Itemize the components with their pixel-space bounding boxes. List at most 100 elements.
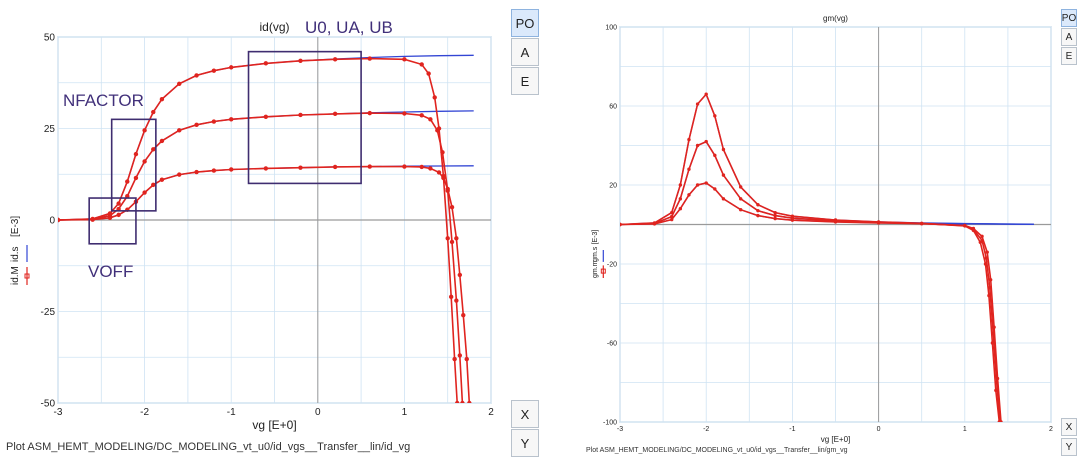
y-axis-button[interactable]: Y	[511, 429, 539, 457]
point-id.M	[194, 122, 199, 128]
point-gm.m	[985, 250, 989, 254]
point-id.M	[229, 117, 234, 122]
point-id.M	[457, 353, 463, 358]
x-tick-label: -3	[54, 407, 63, 418]
point-id.M	[177, 128, 182, 133]
series-gm.m-curve-0	[620, 182, 1002, 422]
point-id.M	[229, 65, 234, 70]
y-legend-unit: [E-3]	[10, 216, 21, 237]
point-id.M	[455, 400, 460, 403]
point-gm.m	[687, 193, 691, 197]
point-id.M	[461, 312, 466, 318]
y-tick-label: -100	[603, 419, 617, 426]
x-tick-label: -2	[140, 407, 149, 418]
series-gm.m-curve-2	[620, 92, 1001, 422]
y-axis-button-right[interactable]: Y	[1061, 438, 1077, 456]
e-button[interactable]: E	[511, 67, 539, 95]
a-button-right[interactable]: A	[1061, 28, 1077, 46]
point-gm.m	[773, 213, 777, 218]
point-gm.m	[738, 185, 743, 189]
point-id.M	[428, 166, 433, 171]
legend-marker-measured	[600, 268, 606, 274]
point-id.M	[436, 170, 442, 175]
y-tick-label: 20	[609, 182, 617, 189]
point-gm.m	[721, 147, 726, 152]
point-gm.m	[738, 197, 743, 201]
point-id.M	[159, 177, 165, 182]
y-axis-legend: gm.mgm.s[E-3]	[592, 230, 606, 278]
point-id.M	[107, 211, 113, 216]
point-gm.m	[988, 286, 992, 290]
point-id.M	[367, 110, 372, 116]
point-id.M	[125, 179, 130, 184]
point-id.M	[298, 112, 303, 118]
point-id.M	[298, 58, 303, 63]
x-axis-button-right[interactable]: X	[1061, 418, 1077, 436]
point-gm.m	[997, 420, 1001, 422]
y-tick-label: 50	[44, 33, 56, 44]
point-gm.m	[678, 197, 683, 201]
point-gm.m	[652, 221, 657, 225]
chart-title: gm(vg)	[823, 14, 848, 23]
y-tick-label: -50	[41, 399, 56, 410]
point-id.M	[367, 56, 372, 61]
point-gm.m	[990, 341, 995, 345]
point-gm.m	[756, 208, 760, 213]
x-tick-label: -1	[227, 407, 236, 418]
nfactor-box	[110, 118, 157, 212]
point-id.M	[332, 57, 338, 62]
point-id.M	[211, 68, 217, 73]
x-tick-label: 0	[315, 407, 321, 418]
point-gm.m	[687, 167, 691, 171]
point-id.M	[449, 239, 455, 245]
point-id.M	[402, 111, 407, 116]
po-button[interactable]: PO	[511, 9, 539, 37]
point-gm.m	[713, 187, 717, 191]
point-gm.m	[704, 181, 708, 185]
point-id.M	[452, 356, 457, 362]
x-tick-label: -3	[617, 426, 623, 433]
point-gm.m	[695, 183, 700, 187]
y-legend-measured: id.M	[10, 266, 21, 285]
point-gm.m	[980, 234, 984, 239]
y-legend-model: gm.s	[592, 246, 599, 262]
po-button-right[interactable]: PO	[1061, 9, 1077, 27]
voff-box	[88, 197, 137, 245]
annotation-nfactor: NFACTOR	[63, 91, 144, 110]
y-tick-label: 100	[605, 24, 617, 31]
point-id.M	[194, 169, 199, 175]
y-tick-label: -25	[41, 307, 56, 318]
x-axis-button[interactable]: X	[511, 400, 539, 428]
point-id.M	[211, 168, 217, 173]
point-id.M	[159, 138, 165, 144]
point-gm.m	[790, 214, 795, 218]
y-legend-unit: [E-3]	[592, 230, 599, 245]
point-id.M	[211, 119, 217, 124]
point-gm.m	[738, 207, 743, 212]
e-button-right[interactable]: E	[1061, 47, 1077, 65]
y-legend-measured: gm.m	[592, 260, 599, 278]
u0-ua-ub-box	[247, 50, 362, 185]
point-id.M	[263, 61, 269, 66]
y-tick-label: -60	[607, 340, 617, 347]
point-gm.m	[920, 221, 924, 226]
x-axis-label: vg [E+0]	[821, 435, 851, 444]
point-id.M	[263, 114, 269, 119]
point-id.M	[142, 128, 147, 133]
gm-vg-plot[interactable]: -3 -2 -1 0 1 2 -100 -60 -20 20 60 100 gm(vg) vg [E+0]…	[592, 14, 1053, 444]
point-id.M	[133, 175, 139, 181]
point-id.M	[441, 173, 446, 179]
point-gm.m	[620, 222, 622, 227]
point-id.M	[116, 212, 121, 218]
point-gm.m	[984, 256, 989, 260]
point-gm.m	[713, 114, 717, 118]
y-tick-label: 25	[44, 124, 56, 135]
a-button[interactable]: A	[511, 38, 539, 66]
x-tick-label: 0	[877, 426, 881, 433]
x-tick-label: -2	[703, 426, 709, 433]
point-gm.m	[876, 220, 881, 224]
point-gm.m	[978, 240, 983, 244]
point-id.M	[159, 97, 165, 102]
point-id.M	[432, 95, 437, 100]
